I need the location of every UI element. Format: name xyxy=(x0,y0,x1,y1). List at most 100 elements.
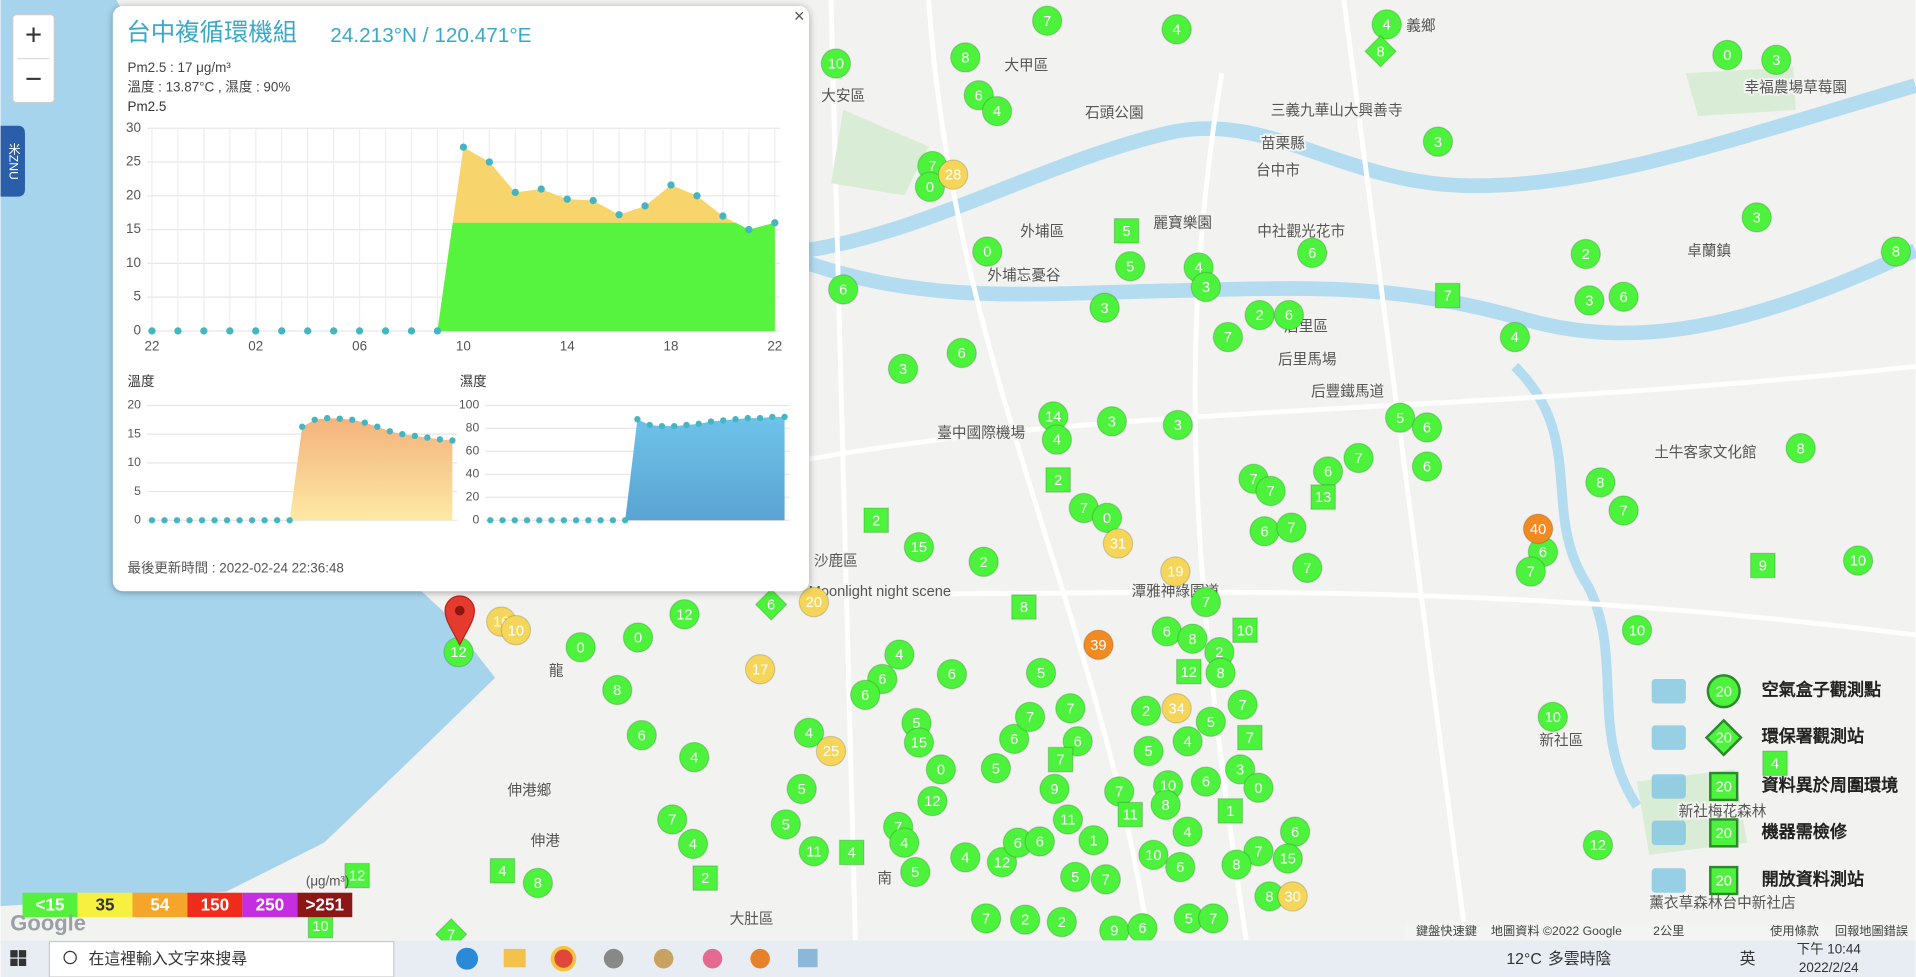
marker-label: 10 xyxy=(1850,554,1866,570)
marker xyxy=(744,653,776,685)
marker-label: 4 xyxy=(805,726,813,742)
marker xyxy=(1273,299,1305,331)
side-tab-label[interactable]: 米ZNU xyxy=(7,142,21,180)
marker-label: 0 xyxy=(577,640,585,656)
marker xyxy=(1296,237,1328,269)
legend-icon-label: 20 xyxy=(1716,731,1732,747)
place-label: 新社區 xyxy=(1539,732,1583,749)
y-tick-label: 80 xyxy=(466,421,480,435)
marker xyxy=(656,804,688,835)
legend-icon-label: 20 xyxy=(1716,874,1732,890)
map-footer-text: 使用條款 xyxy=(1770,923,1819,938)
clock-date: 2022/2/24 xyxy=(1799,960,1859,975)
marker-label: 34 xyxy=(1168,701,1184,717)
x-tick-label: 06 xyxy=(352,338,367,353)
marker-label: 6 xyxy=(1163,624,1171,640)
marker xyxy=(1162,409,1194,441)
chrome-icon[interactable] xyxy=(550,945,577,972)
marker xyxy=(1172,726,1203,757)
marker xyxy=(1785,432,1816,464)
search-box[interactable] xyxy=(48,940,395,977)
marker-label: 12 xyxy=(994,855,1010,871)
legend-icon-label: 20 xyxy=(1716,780,1732,796)
y-tick-label: 20 xyxy=(127,398,141,412)
marker-label: 8 xyxy=(1216,666,1224,682)
marker-label: 9 xyxy=(1050,782,1058,798)
place-label: 新社梅花森林 xyxy=(1679,803,1767,820)
marker-label: 4 xyxy=(689,837,697,853)
marker xyxy=(972,236,1003,267)
marker-label: 8 xyxy=(534,876,542,892)
start-icon[interactable] xyxy=(10,958,18,967)
point xyxy=(560,517,568,524)
point xyxy=(585,517,592,524)
search-placeholder[interactable]: 在這裡輸入文字來搜尋 xyxy=(88,950,247,968)
marker-label: 0 xyxy=(926,180,934,196)
marker xyxy=(925,754,957,785)
app-icon[interactable] xyxy=(750,948,770,969)
marker xyxy=(1090,864,1122,895)
x-tick-label: 02 xyxy=(248,338,263,353)
edge-icon[interactable] xyxy=(456,947,479,970)
marker xyxy=(950,842,981,873)
start-icon[interactable] xyxy=(18,958,27,967)
marker-label: 6 xyxy=(1423,421,1431,437)
marker xyxy=(489,857,516,884)
scale-bin xyxy=(187,892,243,918)
marker xyxy=(1172,816,1203,847)
folder-icon[interactable] xyxy=(503,948,526,968)
side-tab[interactable] xyxy=(0,125,25,197)
marker-label: 6 xyxy=(1202,775,1210,791)
app-icon[interactable] xyxy=(702,948,723,969)
marker-label: 7 xyxy=(1224,330,1232,346)
map-footer xyxy=(1404,922,1916,941)
point xyxy=(381,327,390,335)
marker xyxy=(1113,217,1140,244)
ime[interactable]: 英 xyxy=(1740,950,1756,968)
marker-label: 4 xyxy=(961,850,969,866)
start-icon[interactable] xyxy=(10,950,18,958)
app-icon[interactable] xyxy=(798,948,818,968)
y-tick-label: 5 xyxy=(134,289,141,304)
start-icon[interactable] xyxy=(18,950,27,958)
marker-label: 0 xyxy=(1254,781,1262,797)
zoom-out[interactable]: − xyxy=(25,62,42,95)
marker-label: 14 xyxy=(1045,410,1061,426)
point xyxy=(756,414,764,422)
marker xyxy=(1227,689,1258,720)
marker-label: 7 xyxy=(1527,565,1535,581)
y-tick-label: 25 xyxy=(126,154,141,169)
marker-label: 15 xyxy=(911,736,927,752)
app-icon[interactable] xyxy=(653,948,674,969)
marker xyxy=(798,835,830,867)
x-tick-label: 22 xyxy=(145,338,160,353)
marker-label: 2 xyxy=(980,555,988,571)
marker-label: 4 xyxy=(895,648,903,664)
point xyxy=(459,143,468,151)
marker xyxy=(888,827,920,858)
marker xyxy=(1224,754,1256,785)
point xyxy=(336,415,343,422)
zoom-in[interactable]: + xyxy=(25,18,42,51)
app-icon[interactable] xyxy=(603,948,624,969)
marker xyxy=(1364,34,1397,68)
marker-label: 4 xyxy=(498,864,506,880)
marker-label: 8 xyxy=(1188,632,1196,648)
marker xyxy=(1011,594,1037,620)
place-label: 麗寶樂園 xyxy=(1153,213,1212,231)
marker-label: 7 xyxy=(668,813,676,829)
marker-label: 17 xyxy=(752,662,768,678)
point xyxy=(671,422,678,430)
point xyxy=(411,432,419,440)
point xyxy=(324,414,331,422)
marker-label: 6 xyxy=(1010,732,1018,748)
marker xyxy=(1205,657,1236,689)
marker-label: 5 xyxy=(1144,744,1152,760)
place-label: 義鄉 xyxy=(1406,18,1436,35)
popup-close[interactable]: × xyxy=(794,5,805,26)
marker-label: 7 xyxy=(894,820,902,836)
y-tick-label: 15 xyxy=(126,221,141,236)
point xyxy=(248,517,256,524)
marker-label: 9 xyxy=(1759,559,1767,575)
marker-label: 25 xyxy=(823,744,839,760)
